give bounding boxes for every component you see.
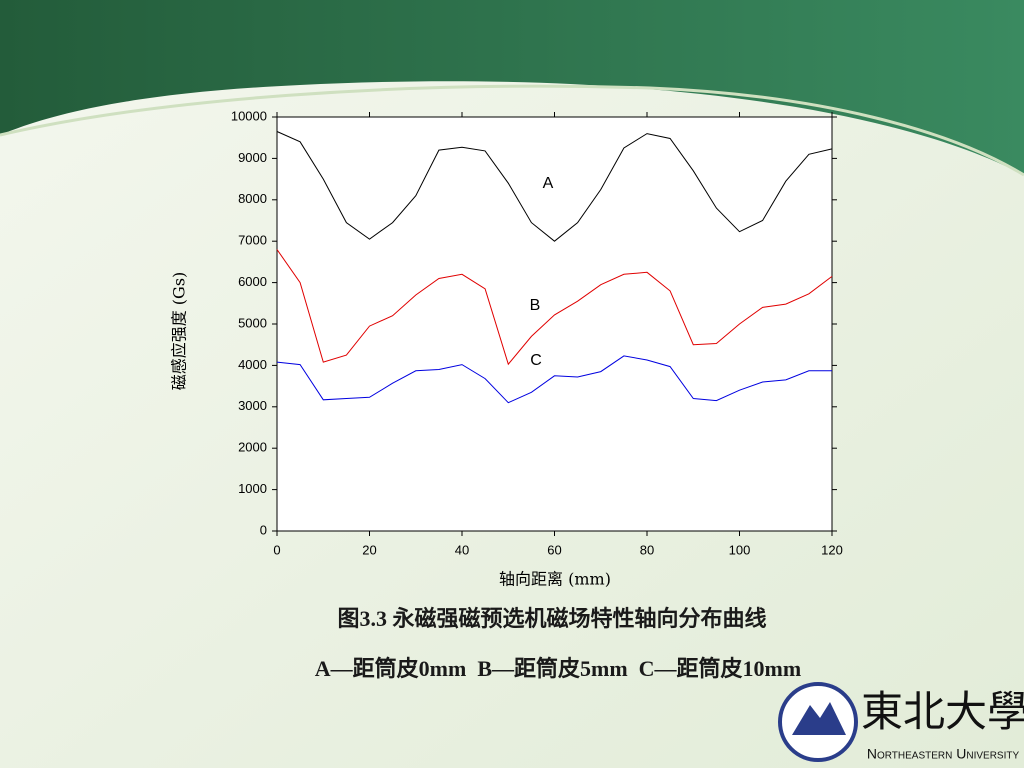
x-tick-label: 20	[362, 542, 376, 557]
x-tick-label: 0	[273, 542, 280, 557]
x-tick-label: 120	[821, 542, 843, 557]
logo: 東北大學 Northeastern University	[778, 682, 1024, 762]
y-axis-label: 磁感应强度 (Gs)	[170, 272, 189, 391]
y-tick-label: 3000	[238, 398, 267, 413]
y-tick-label: 5000	[238, 315, 267, 330]
series-label: C	[530, 352, 542, 369]
y-tick-label: 7000	[238, 233, 267, 248]
logo-cn: 東北大學	[861, 687, 1024, 736]
series-label: B	[530, 297, 541, 314]
caption: A—距筒皮0mm B—距筒皮5mm C—距筒皮10mm	[315, 656, 801, 681]
x-axis-label: 轴向距离 (mm)	[499, 570, 611, 589]
y-tick-label: 4000	[238, 357, 267, 372]
header-band	[0, 0, 1024, 175]
logo-mountain	[792, 702, 846, 735]
x-tick-label: 40	[455, 542, 469, 557]
y-tick-label: 9000	[238, 150, 267, 165]
plot-area	[276, 116, 833, 532]
swoosh	[0, 84, 1024, 177]
series-line	[276, 355, 832, 404]
y-tick-label: 6000	[238, 274, 267, 289]
y-tick-label: 8000	[238, 191, 267, 206]
y-tick-label: 10000	[231, 108, 267, 123]
series-line	[276, 249, 833, 366]
y-tick-label: 1000	[238, 481, 267, 496]
x-tick-label: 100	[729, 542, 751, 557]
x-tick-label: 60	[547, 542, 561, 557]
y-tick-label: 0	[260, 522, 267, 537]
series-line	[276, 131, 833, 242]
x-tick-label: 80	[640, 542, 654, 557]
caption: 图3.3 永磁强磁预选机磁场特性轴向分布曲线	[337, 606, 766, 631]
y-tick-label: 2000	[238, 440, 267, 455]
logo-en: Northeastern University	[867, 746, 1020, 762]
series-label: A	[543, 175, 554, 192]
